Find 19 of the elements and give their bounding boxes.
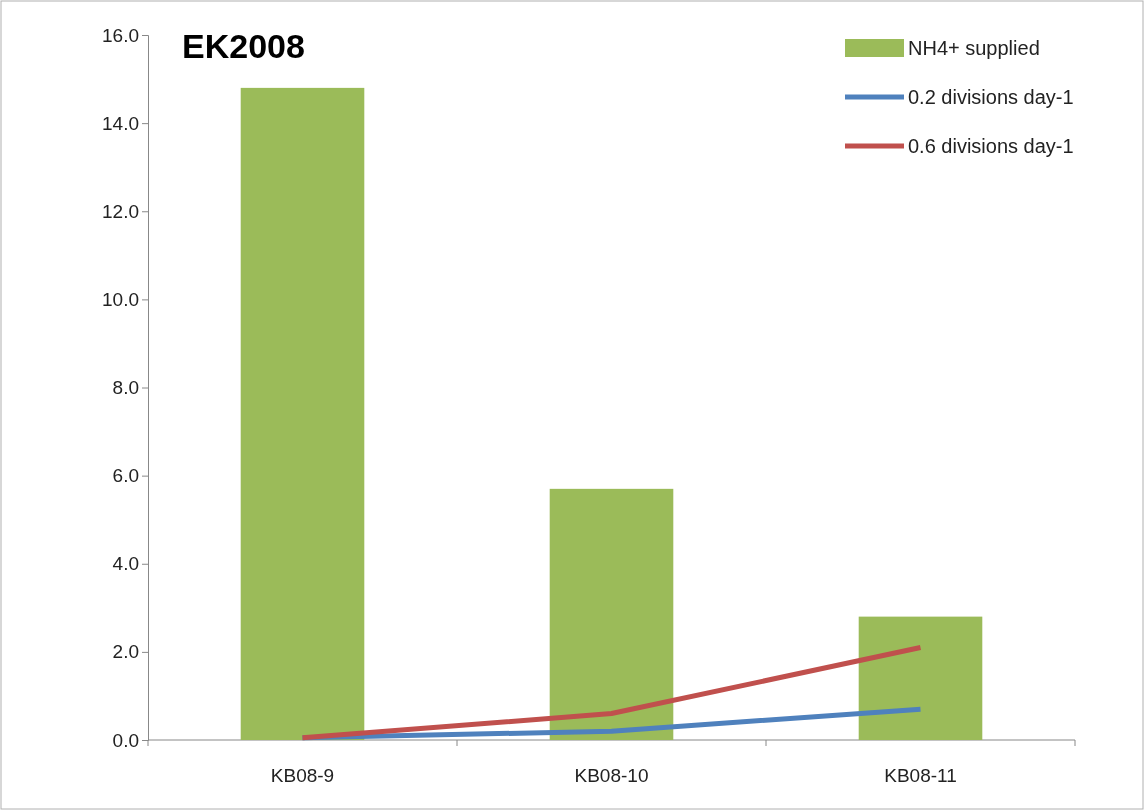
y-tick-label: 14.0 xyxy=(102,112,139,134)
x-tick-label: KB08-10 xyxy=(574,765,649,786)
bar xyxy=(240,87,365,740)
bar xyxy=(858,616,983,740)
chart-title: EK2008 xyxy=(182,27,305,65)
y-tick-label: 6.0 xyxy=(112,465,139,487)
y-tick-label: 8.0 xyxy=(112,377,139,399)
x-tick-label: KB08-9 xyxy=(270,765,335,786)
x-tick-label: KB08-11 xyxy=(884,765,957,786)
bar xyxy=(549,488,674,740)
y-tick-label: 10.0 xyxy=(102,288,139,310)
y-tick-label: 12.0 xyxy=(102,200,139,222)
y-tick-label: 4.0 xyxy=(112,553,139,575)
y-tick-label: 16.0 xyxy=(102,24,139,46)
legend-label: NH4+ supplied xyxy=(908,37,1040,59)
legend-label: 0.2 divisions day-1 xyxy=(908,86,1074,108)
y-tick-label: 0.0 xyxy=(112,729,139,751)
y-tick-label: 2.0 xyxy=(112,641,139,663)
legend-label: 0.6 divisions day-1 xyxy=(908,135,1074,157)
